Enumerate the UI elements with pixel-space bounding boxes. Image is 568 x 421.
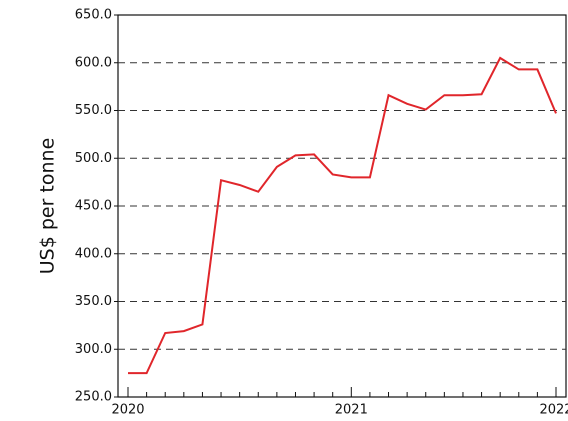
x-tick-label: 2021 (335, 403, 368, 418)
y-axis-label: US$ per tonne (37, 138, 59, 275)
x-tick-label: 2022 (539, 403, 568, 418)
y-tick-label: 250.0 (75, 390, 112, 405)
y-tick-label: 350.0 (75, 294, 112, 309)
plot-frame (117, 14, 567, 398)
y-tick-label: 550.0 (75, 103, 112, 118)
y-tick-label: 400.0 (75, 246, 112, 261)
y-tick-label: 600.0 (75, 55, 112, 70)
y-tick-label: 650.0 (75, 8, 112, 23)
x-tick-label: 2020 (111, 403, 144, 418)
y-tick-label: 300.0 (75, 342, 112, 357)
y-tick-label: 450.0 (75, 199, 112, 214)
line-series (128, 56, 557, 375)
y-tick-label: 500.0 (75, 151, 112, 166)
